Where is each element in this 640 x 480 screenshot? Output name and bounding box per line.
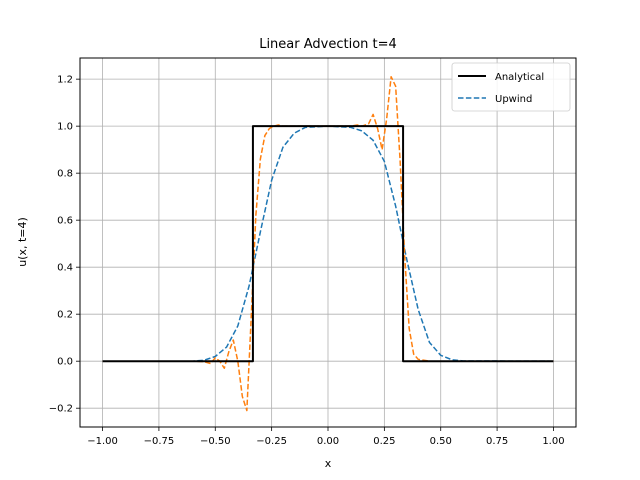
x-tick-label: −0.75 [144, 436, 175, 447]
x-axis-label: x [325, 457, 332, 470]
legend-label: Analytical [495, 72, 544, 83]
x-tick-label: −0.50 [200, 436, 231, 447]
x-tick-label: 1.00 [542, 436, 564, 447]
y-tick-label: 0.4 [57, 263, 73, 274]
y-axis: −0.2 0.0 0.2 0.4 0.6 0.8 1.0 1.2 [49, 75, 80, 415]
y-tick-label: 1.0 [57, 122, 73, 133]
x-axis: −1.00 −0.75 −0.50 −0.25 0.00 0.25 0.50 0.75 1.00 [87, 427, 565, 447]
x-tick-label: 0.75 [486, 436, 508, 447]
y-tick-label: 0.2 [57, 310, 73, 321]
y-tick-label: 0.6 [57, 216, 73, 227]
x-tick-label: −1.00 [87, 436, 118, 447]
x-tick-label: −0.25 [256, 436, 287, 447]
series-layer [102, 76, 554, 412]
legend-label: Upwind [495, 94, 532, 105]
y-tick-label: 0.8 [57, 169, 73, 180]
chart-title: Linear Advection t=4 [259, 37, 397, 52]
y-tick-label: 0.0 [57, 357, 73, 368]
x-tick-label: 0.25 [373, 436, 395, 447]
y-tick-label: 1.2 [57, 75, 73, 86]
x-tick-label: 0.50 [430, 436, 452, 447]
legend: Analytical Upwind [451, 62, 571, 112]
series-line-analytical [102, 125, 554, 363]
x-tick-label: 0.00 [317, 436, 339, 447]
y-tick-label: −0.2 [49, 404, 73, 415]
y-axis-label: u(x, t=4) [16, 217, 29, 267]
